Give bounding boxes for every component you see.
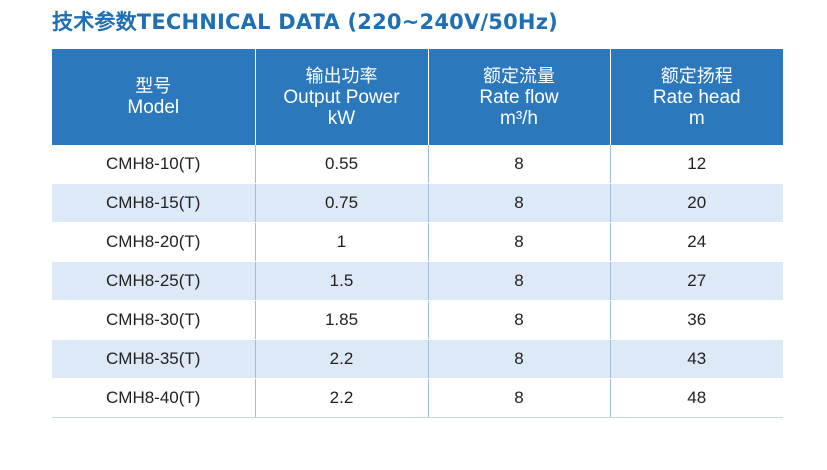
header-rate-flow-en: Rate flow <box>479 86 559 108</box>
table-row: CMH8-40(T) 2.2 8 48 <box>52 378 783 418</box>
table-row: CMH8-30(T) 1.85 8 36 <box>52 300 783 340</box>
header-rate-flow: 额定流量 Rate flow m³/h <box>428 49 611 145</box>
cell-rate-head: 27 <box>610 261 783 301</box>
cell-output-power: 1.5 <box>255 261 429 301</box>
header-model: 型号 Model <box>52 49 256 145</box>
table-row: CMH8-10(T) 0.55 8 12 <box>52 145 783 184</box>
cell-output-power: 0.55 <box>255 145 429 184</box>
cell-output-power: 1 <box>255 222 429 262</box>
cell-model: CMH8-30(T) <box>52 300 256 340</box>
cell-rate-flow: 8 <box>428 339 611 379</box>
cell-rate-head: 43 <box>610 339 783 379</box>
header-output-power: 输出功率 Output Power kW <box>255 49 429 145</box>
header-model-cn: 型号 <box>135 76 172 97</box>
table-row: CMH8-25(T) 1.5 8 27 <box>52 261 783 301</box>
cell-model: CMH8-20(T) <box>52 222 256 262</box>
cell-output-power: 0.75 <box>255 183 429 223</box>
cell-rate-head: 24 <box>610 222 783 262</box>
cell-rate-head: 36 <box>610 300 783 340</box>
cell-model: CMH8-35(T) <box>52 339 256 379</box>
cell-output-power: 1.85 <box>255 300 429 340</box>
header-output-power-en: Output Power <box>283 86 400 108</box>
cell-model: CMH8-10(T) <box>52 145 256 184</box>
cell-rate-flow: 8 <box>428 222 611 262</box>
cell-rate-head: 48 <box>610 378 783 418</box>
cell-output-power: 2.2 <box>255 339 429 379</box>
cell-model: CMH8-25(T) <box>52 261 256 301</box>
header-output-power-cn: 输出功率 <box>305 65 378 87</box>
table-row: CMH8-35(T) 2.2 8 43 <box>52 339 783 379</box>
header-rate-head-en: Rate head <box>652 86 741 108</box>
header-rate-head-cn: 额定扬程 <box>660 65 733 87</box>
cell-output-power: 2.2 <box>255 378 429 418</box>
cell-rate-head: 12 <box>610 145 783 184</box>
cell-rate-flow: 8 <box>428 183 611 223</box>
cell-rate-flow: 8 <box>428 261 611 301</box>
header-rate-flow-cn: 额定流量 <box>483 65 555 87</box>
header-model-en: Model <box>127 97 180 118</box>
table-row: CMH8-15(T) 0.75 8 20 <box>52 183 783 223</box>
cell-model: CMH8-40(T) <box>52 378 256 418</box>
cell-rate-head: 20 <box>610 183 783 223</box>
cell-rate-flow: 8 <box>428 300 611 340</box>
technical-data-table: 型号 Model 输出功率 Output Power kW 额定流量 Rate … <box>52 49 783 418</box>
page-title: 技术参数TECHNICAL DATA (220~240V/50Hz) <box>52 10 558 34</box>
header-output-power-unit: kW <box>327 107 356 129</box>
table-row: CMH8-20(T) 1 8 24 <box>52 222 783 262</box>
cell-rate-flow: 8 <box>428 378 611 418</box>
header-rate-head-unit: m <box>688 107 705 129</box>
cell-model: CMH8-15(T) <box>52 183 256 223</box>
table-body: CMH8-10(T) 0.55 8 12 CMH8-15(T) 0.75 8 2… <box>52 145 783 418</box>
header-rate-head: 额定扬程 Rate head m <box>610 49 783 145</box>
cell-rate-flow: 8 <box>428 145 611 184</box>
table-header: 型号 Model 输出功率 Output Power kW 额定流量 Rate … <box>52 49 783 145</box>
header-rate-flow-unit: m³/h <box>500 107 538 129</box>
